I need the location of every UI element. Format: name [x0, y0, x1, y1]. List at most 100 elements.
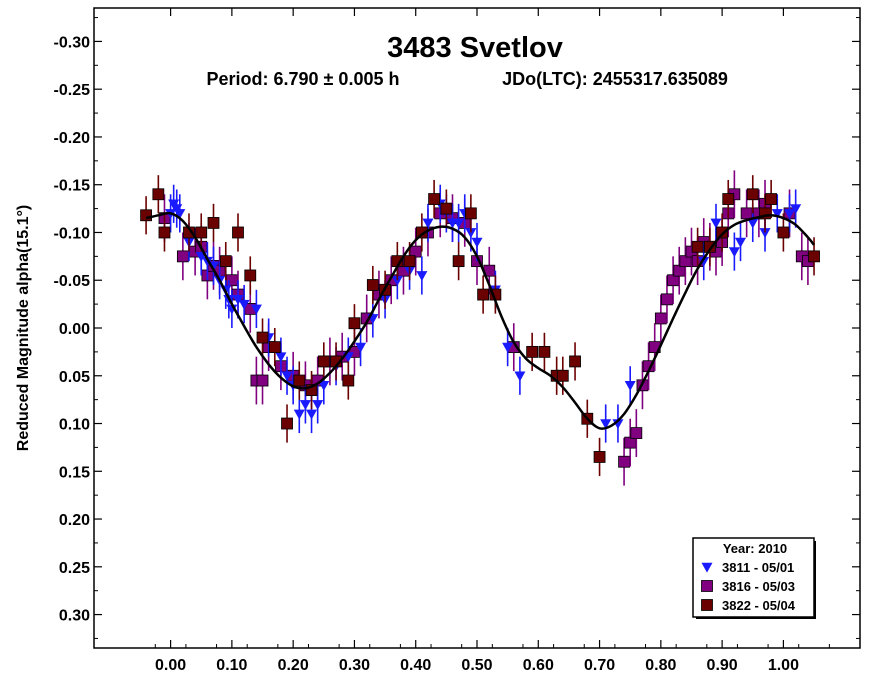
legend-marker-2 — [701, 599, 713, 611]
y-tick-label: 0.05 — [59, 369, 90, 386]
legend-label-3811: 3811 - 05/01 — [722, 560, 794, 575]
data-point — [453, 218, 465, 229]
y-tick-label: 0.20 — [59, 512, 90, 529]
x-tick-label: 0.80 — [645, 657, 676, 674]
data-point — [238, 299, 250, 310]
data-point — [716, 226, 729, 239]
data-point — [403, 255, 416, 268]
data-point — [734, 237, 747, 248]
data-point — [275, 352, 287, 363]
data-point — [556, 369, 569, 382]
data-point — [268, 341, 281, 354]
data-point — [293, 374, 306, 387]
y-tick-label: -0.15 — [54, 178, 91, 195]
data-point — [416, 271, 428, 282]
y-axis-label: Reduced Magnitude alpha(15.1°) — [15, 205, 32, 451]
series-2 — [140, 175, 820, 477]
data-point — [728, 247, 740, 258]
legend-label-3816: 3816 - 05/03 — [722, 579, 795, 594]
fit-curve — [145, 211, 815, 430]
data-point — [746, 188, 759, 201]
data-point — [722, 193, 735, 205]
data-point — [415, 226, 428, 239]
data-point — [152, 188, 165, 201]
y-tick-label: 0.15 — [59, 464, 90, 481]
legend-title: Year: 2010 — [723, 541, 787, 556]
data-point — [232, 226, 244, 239]
y-tick-label: -0.30 — [54, 34, 91, 51]
x-tick-label: 1.00 — [768, 657, 799, 674]
data-point — [624, 381, 636, 391]
data-point — [195, 226, 208, 239]
data-point — [281, 417, 293, 430]
data-point — [250, 304, 262, 315]
data-point — [569, 355, 581, 368]
data-point — [452, 255, 465, 268]
data-point — [765, 193, 778, 205]
epoch-label: JDo(LTC): 2455317.635089 — [502, 69, 728, 89]
data-point — [306, 409, 318, 420]
y-tick-label: 0.00 — [59, 321, 90, 338]
data-point — [256, 331, 269, 344]
data-point — [207, 217, 220, 229]
data-point — [471, 237, 483, 248]
legend-marker-1 — [701, 580, 713, 592]
legend: Year: 2010 3811 - 05/01 3816 - 05/03 382… — [692, 537, 816, 619]
data-point — [299, 400, 311, 411]
data-point — [777, 226, 790, 239]
y-tick-label: -0.10 — [54, 225, 91, 242]
data-point — [355, 342, 367, 353]
period-label: Period: 6.790 ± 0.005 h — [207, 69, 400, 89]
data-point — [654, 312, 667, 325]
data-point — [710, 218, 722, 229]
data-point — [691, 240, 704, 253]
data-point — [784, 209, 796, 219]
y-tick-label: 0.10 — [59, 417, 90, 434]
y-tick-label: 0.25 — [59, 560, 90, 577]
data-point — [140, 209, 152, 222]
data-point — [312, 400, 324, 411]
data-point — [342, 374, 355, 387]
data-point — [526, 345, 539, 358]
data-point — [740, 207, 753, 220]
data-point — [477, 288, 490, 301]
x-tick-label: 0.90 — [707, 657, 738, 674]
data-point — [514, 371, 526, 382]
data-point — [176, 250, 189, 263]
legend-marker-0 — [701, 562, 713, 573]
data-point — [158, 226, 171, 239]
y-tick-label: -0.25 — [54, 82, 91, 99]
data-point — [618, 455, 630, 468]
data-point — [440, 202, 453, 215]
legend-label-3822: 3822 - 05/04 — [722, 598, 796, 613]
data-point — [219, 255, 232, 268]
data-point — [538, 345, 551, 358]
data-point — [630, 427, 643, 439]
y-tick-label: -0.05 — [54, 273, 91, 290]
data-point — [422, 218, 434, 229]
data-point — [593, 451, 606, 463]
data-point — [244, 269, 257, 282]
data-point — [256, 374, 269, 387]
y-tick-label: 0.30 — [59, 608, 90, 625]
data-point — [293, 409, 305, 420]
data-point — [464, 207, 477, 220]
data-point — [808, 250, 820, 263]
x-tick-label: 0.70 — [584, 657, 615, 674]
x-tick-label: 0.60 — [523, 657, 554, 674]
y-tick-label: -0.20 — [54, 130, 91, 147]
x-tick-label: 0.00 — [155, 657, 186, 674]
data-point — [502, 342, 514, 353]
data-point — [428, 193, 441, 205]
data-point — [281, 371, 293, 382]
x-tick-label: 0.30 — [339, 657, 370, 674]
x-tick-label: 0.20 — [278, 657, 309, 674]
x-tick-label: 0.10 — [216, 657, 247, 674]
data-point — [174, 209, 186, 219]
x-tick-label: 0.40 — [400, 657, 431, 674]
chart-title: 3483 Svetlov — [387, 32, 563, 64]
data-point — [366, 279, 379, 291]
x-tick-label: 0.50 — [461, 657, 492, 674]
data-point — [771, 209, 783, 219]
